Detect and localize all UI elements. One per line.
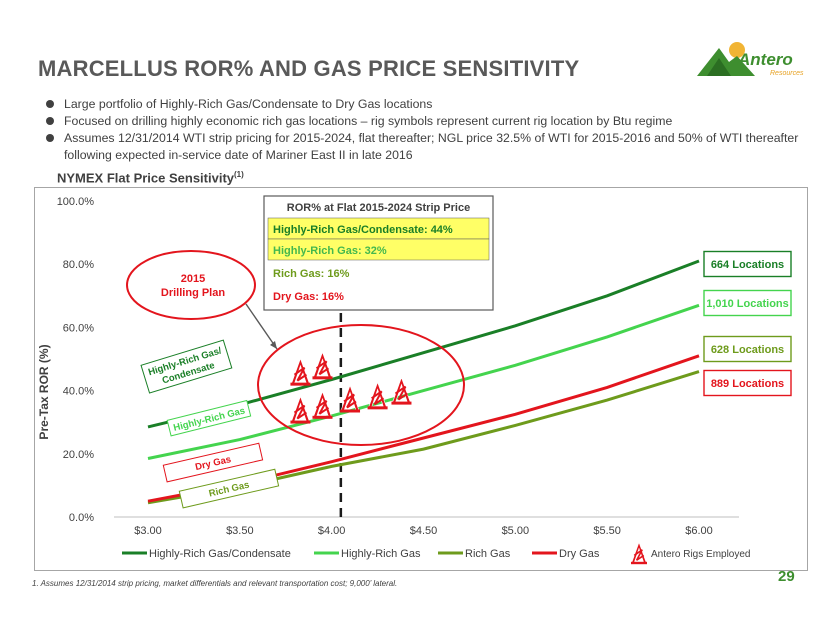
chart-subtitle-sup: (1) bbox=[234, 170, 244, 179]
bullet-dot-icon bbox=[46, 117, 54, 125]
ror-table-row: Dry Gas: 16% bbox=[273, 291, 344, 303]
inline-label-rich: Rich Gas bbox=[178, 468, 280, 509]
bullet-item: Focused on drilling highly economic rich… bbox=[46, 113, 806, 130]
rig-symbols bbox=[290, 351, 412, 424]
end-label-box bbox=[703, 335, 792, 363]
end-label-box bbox=[703, 250, 792, 278]
bullet-item: Assumes 12/31/2014 WTI strip pricing for… bbox=[46, 130, 806, 164]
inline-label-box bbox=[162, 442, 264, 483]
x-tick-label: $4.00 bbox=[318, 525, 346, 537]
ror-table: ROR% at Flat 2015-2024 Strip Price Highl… bbox=[263, 195, 494, 311]
rig-location-ellipse bbox=[257, 324, 465, 446]
y-tick-label: 80.0% bbox=[63, 259, 94, 271]
rig-icon bbox=[290, 395, 311, 424]
chart-legend: Highly-Rich Gas/Condensate Highly-Rich G… bbox=[122, 541, 751, 565]
rig-icon bbox=[312, 390, 333, 419]
inline-label-box bbox=[140, 339, 233, 394]
callout-arrow bbox=[245, 303, 278, 350]
rig-icon bbox=[631, 541, 647, 565]
page-title: MARCELLUS ROR% AND GAS PRICE SENSITIVITY bbox=[38, 56, 580, 81]
callout-line-2: Drilling Plan bbox=[161, 287, 225, 299]
inline-label-box bbox=[166, 399, 252, 437]
series-line bbox=[147, 303, 700, 460]
y-tick-labels: 0.0% 20.0% 40.0% 60.0% 80.0% 100.0% bbox=[57, 196, 95, 524]
ror-sensitivity-chart: Pre-Tax ROR (%) 0.0% 20.0% 40.0% 60.0% 80.0%… bbox=[34, 187, 808, 571]
end-label-box bbox=[703, 289, 792, 317]
chart-subtitle: NYMEX Flat Price Sensitivity(1) bbox=[57, 170, 244, 185]
antero-logo-icon bbox=[697, 42, 755, 76]
x-tick-label: $3.00 bbox=[134, 525, 162, 537]
x-tick-label: $6.00 bbox=[685, 525, 713, 537]
footnote: 1. Assumes 12/31/2014 strip pricing, mar… bbox=[32, 579, 398, 588]
bullet-text: Focused on drilling highly economic rich… bbox=[64, 114, 673, 128]
y-tick-label: 100.0% bbox=[57, 196, 95, 208]
end-label: 889 Locations bbox=[711, 378, 784, 390]
rig-icon bbox=[312, 351, 333, 380]
bullet-item: Large portfolio of Highly-Rich Gas/Conde… bbox=[46, 96, 806, 113]
bullet-dot-icon bbox=[46, 100, 54, 108]
chart-subtitle-text: NYMEX Flat Price Sensitivity bbox=[57, 170, 235, 186]
logo-subtext: Resources bbox=[770, 70, 804, 77]
rig-icon bbox=[290, 357, 311, 386]
legend-label: Antero Rigs Employed bbox=[651, 549, 751, 560]
ror-table-row: Highly-Rich Gas/Condensate: 44% bbox=[273, 224, 453, 236]
rig-icon bbox=[367, 381, 388, 410]
y-tick-label: 60.0% bbox=[63, 322, 94, 334]
end-label: 628 Locations bbox=[711, 344, 784, 356]
end-label-box bbox=[703, 369, 792, 397]
legend-label: Highly-Rich Gas/Condensate bbox=[149, 548, 291, 560]
bullet-text: Assumes 12/31/2014 WTI strip pricing for… bbox=[64, 131, 799, 162]
rig-icon bbox=[340, 384, 361, 413]
callout-line-1: 2015 bbox=[181, 273, 205, 285]
y-tick-label: 20.0% bbox=[63, 449, 94, 461]
bullet-dot-icon bbox=[46, 134, 54, 142]
ror-table-header: ROR% at Flat 2015-2024 Strip Price bbox=[287, 202, 470, 214]
y-tick-label: 40.0% bbox=[63, 386, 94, 398]
inline-label-box bbox=[178, 468, 280, 509]
x-tick-label: $4.50 bbox=[410, 525, 438, 537]
ror-table-row: Rich Gas: 16% bbox=[273, 268, 350, 280]
x-tick-label: $5.50 bbox=[593, 525, 621, 537]
legend-label: Highly-Rich Gas bbox=[341, 548, 421, 560]
x-tick-label: $3.50 bbox=[226, 525, 254, 537]
ror-table-row: Highly-Rich Gas: 32% bbox=[273, 245, 387, 257]
legend-rig-icon bbox=[631, 541, 647, 565]
ror-table-row-bg bbox=[267, 238, 490, 261]
page-number: 29 bbox=[778, 568, 795, 585]
end-labels: 664 Locations 1,010 Locations 628 Location… bbox=[703, 250, 792, 397]
rig-icon bbox=[391, 376, 412, 405]
x-tick-label: $5.00 bbox=[502, 525, 530, 537]
callout-arrow-head-icon bbox=[270, 341, 277, 349]
legend-label: Rich Gas bbox=[465, 548, 511, 560]
legend-label: Dry Gas bbox=[559, 548, 600, 560]
end-label: 664 Locations bbox=[711, 259, 784, 271]
y-axis-label: Pre-Tax ROR (%) bbox=[37, 344, 51, 439]
inline-label-dry: Dry Gas bbox=[162, 442, 264, 483]
bullet-text: Large portfolio of Highly-Rich Gas/Conde… bbox=[64, 97, 433, 111]
y-tick-label: 0.0% bbox=[69, 512, 94, 524]
x-tick-labels: $3.00 $3.50 $4.00 $4.50 $5.00 $5.50 $6.00 bbox=[134, 525, 713, 537]
end-label: 1,010 Locations bbox=[706, 298, 789, 310]
bullet-list: Large portfolio of Highly-Rich Gas/Conde… bbox=[46, 96, 806, 164]
drilling-plan-callout bbox=[126, 250, 256, 320]
logo-text: Antero bbox=[738, 50, 793, 69]
